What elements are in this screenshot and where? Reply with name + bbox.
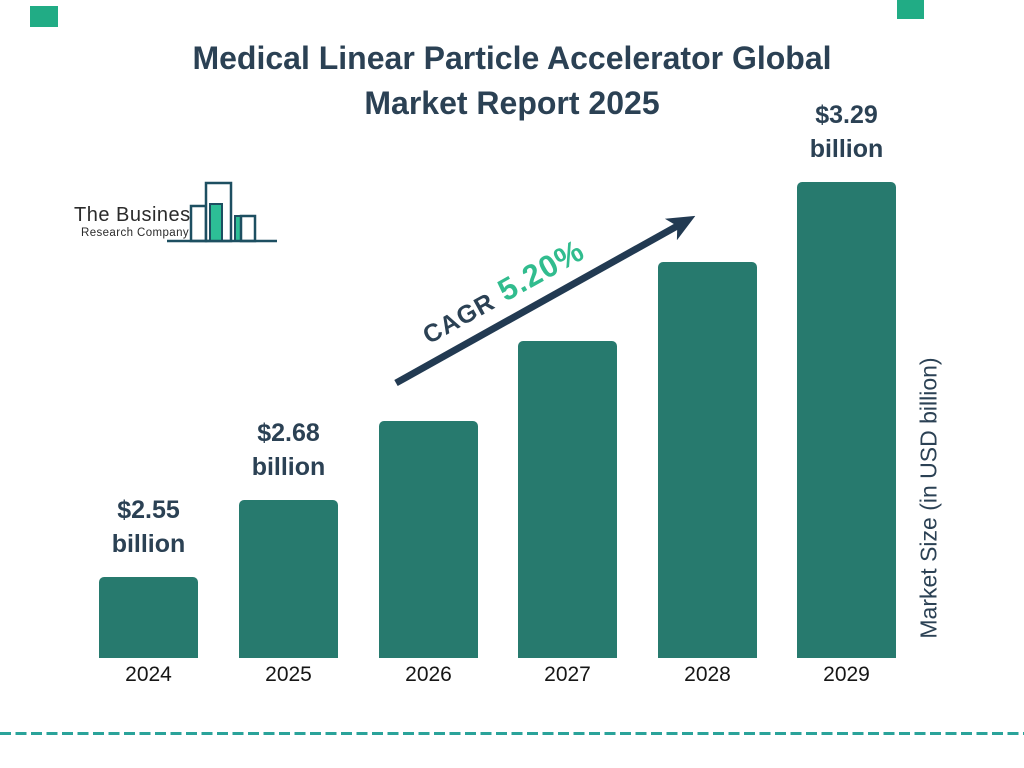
corner-accent-top-right [897, 0, 924, 19]
page-title: Medical Linear Particle Accelerator Glob… [0, 36, 1024, 126]
company-logo: The Business Research Company [74, 178, 284, 248]
cagr-label: CAGR [418, 287, 500, 350]
x-tick-label-2024: 2024 [125, 663, 172, 686]
cagr-annotation: CAGR5.20% [415, 232, 590, 351]
company-name-sub: Research Company [80, 227, 190, 239]
value-label-unit: billion [111, 530, 186, 558]
company-name: The Business [74, 204, 202, 226]
y-axis-label: Market Size (in USD billion) [915, 357, 942, 639]
bar-2024 [99, 577, 198, 658]
value-label-unit: billion [251, 453, 326, 481]
x-tick-label-2029: 2029 [823, 663, 870, 686]
bar-chart-logo-icon [167, 181, 277, 243]
bar-2027 [518, 341, 617, 658]
bar-2025 [239, 500, 338, 658]
bottom-dashed-divider [0, 732, 1024, 735]
page-title-line2: Market Report 2025 [364, 85, 660, 121]
value-label-unit: billion [809, 135, 884, 163]
x-tick-label-2028: 2028 [684, 663, 731, 686]
value-label-2024: $2.55 billion [69, 493, 229, 561]
value-label-amount: $2.68 [257, 419, 320, 447]
bar-2028 [658, 262, 757, 658]
page-title-line1: Medical Linear Particle Accelerator Glob… [192, 40, 832, 76]
company-logo-text: The Business Research Company [74, 204, 202, 239]
value-label-2029: $3.29 billion [767, 98, 927, 166]
value-label-2025: $2.68 billion [209, 416, 369, 484]
corner-accent-top-left [30, 6, 58, 27]
value-label-amount: $2.55 [117, 496, 180, 524]
bar-2026 [379, 421, 478, 658]
bar-2029 [797, 182, 896, 658]
x-tick-label-2026: 2026 [405, 663, 452, 686]
x-tick-label-2025: 2025 [265, 663, 312, 686]
x-tick-label-2027: 2027 [544, 663, 591, 686]
cagr-value: 5.20% [491, 232, 591, 309]
value-label-amount: $3.29 [815, 101, 878, 129]
